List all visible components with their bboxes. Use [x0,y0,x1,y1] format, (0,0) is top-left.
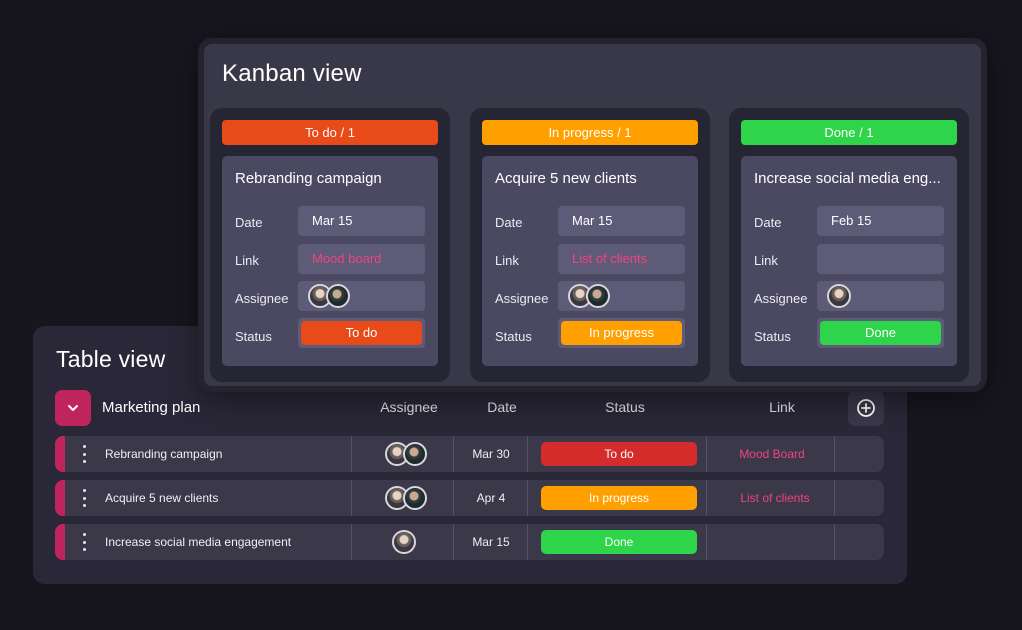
kanban-view-panel: Kanban view To do / 1 Rebranding campaig… [198,38,987,392]
chevron-down-icon [68,405,78,411]
more-vertical-icon[interactable] [82,489,86,507]
column-divider [453,480,454,516]
row-link[interactable]: List of clients [740,491,810,505]
status-badge[interactable]: In progress [561,321,682,345]
kanban-column-in-progress: In progress / 1 Acquire 5 new clients Da… [470,108,710,382]
table-row[interactable]: Increase social media engagement Mar 15 … [55,524,884,560]
assignee-field[interactable] [817,281,944,311]
row-date[interactable]: Apr 4 [476,491,506,505]
column-divider [706,524,707,560]
plus-circle-icon [857,399,875,417]
column-divider [527,524,528,560]
date-field[interactable]: Mar 15 [558,206,685,236]
column-divider [706,436,707,472]
row-assignees[interactable] [385,486,427,510]
row-name[interactable]: Increase social media engagement [105,535,292,549]
assignee-field[interactable] [558,281,685,311]
status-label: Status [235,329,272,344]
column-divider [351,524,352,560]
assignee-field[interactable] [298,281,425,311]
more-vertical-icon[interactable] [82,445,86,463]
status-badge[interactable]: Done [541,530,697,554]
status-badge[interactable]: To do [301,321,422,345]
kanban-card[interactable]: Increase social media eng... Date Feb 15… [741,156,957,366]
link-label: Link [495,253,519,268]
kanban-view-title: Kanban view [222,60,362,87]
kanban-card[interactable]: Acquire 5 new clients Date Mar 15 Link L… [482,156,698,366]
column-divider [453,436,454,472]
status-badge[interactable]: Done [820,321,941,345]
assignee-label: Assignee [495,291,549,306]
link-field[interactable]: Mood board [298,244,425,274]
date-label: Date [754,215,782,230]
row-date[interactable]: Mar 30 [472,447,510,461]
column-divider [351,436,352,472]
more-vertical-icon[interactable] [82,533,86,551]
add-column-button[interactable] [848,390,884,426]
date-label: Date [235,215,263,230]
column-header-assignee[interactable]: Assignee [380,399,438,415]
kanban-column-todo: To do / 1 Rebranding campaign Date Mar 1… [210,108,450,382]
row-assignees[interactable] [392,530,416,554]
table-header: Marketing plan Assignee Date Status Link [55,390,884,426]
column-header-in-progress[interactable]: In progress / 1 [482,120,698,145]
group-name[interactable]: Marketing plan [102,399,201,416]
column-divider [834,480,835,516]
column-header-done[interactable]: Done / 1 [741,120,957,145]
kanban-card[interactable]: Rebranding campaign Date Mar 15 Link Moo… [222,156,438,366]
column-divider [527,480,528,516]
column-divider [834,524,835,560]
link-field[interactable]: List of clients [558,244,685,274]
card-title[interactable]: Acquire 5 new clients [495,170,637,187]
date-label: Date [495,215,523,230]
row-accent [55,480,65,516]
card-assignees [568,284,610,308]
status-badge[interactable]: In progress [541,486,697,510]
card-assignees [827,284,851,308]
column-header-date[interactable]: Date [487,399,517,415]
row-name[interactable]: Acquire 5 new clients [105,491,219,505]
row-accent [55,436,65,472]
table-row[interactable]: Rebranding campaign Mar 30 To do Mood Bo… [55,436,884,472]
row-link[interactable]: Mood Board [739,447,805,461]
status-label: Status [495,329,532,344]
assignee-label: Assignee [754,291,808,306]
column-header-todo[interactable]: To do / 1 [222,120,438,145]
card-assignees [308,284,350,308]
avatar [403,442,427,466]
date-field[interactable]: Mar 15 [298,206,425,236]
column-divider [453,524,454,560]
column-divider [706,480,707,516]
column-header-status[interactable]: Status [605,399,645,415]
avatar [392,530,416,554]
row-date[interactable]: Mar 15 [472,535,510,549]
row-assignees[interactable] [385,442,427,466]
avatar [586,284,610,308]
assignee-label: Assignee [235,291,289,306]
status-field[interactable]: To do [298,318,425,348]
link-label: Link [754,253,778,268]
avatar [827,284,851,308]
avatar [326,284,350,308]
status-field[interactable]: In progress [558,318,685,348]
status-field[interactable]: Done [817,318,944,348]
card-title[interactable]: Rebranding campaign [235,170,382,187]
row-name[interactable]: Rebranding campaign [105,447,223,461]
column-divider [527,436,528,472]
row-accent [55,524,65,560]
date-field[interactable]: Feb 15 [817,206,944,236]
avatar [403,486,427,510]
status-badge[interactable]: To do [541,442,697,466]
table-view-title: Table view [56,346,166,372]
table-row[interactable]: Acquire 5 new clients Apr 4 In progress … [55,480,884,516]
column-header-link[interactable]: Link [769,399,795,415]
group-collapse-button[interactable] [55,390,91,426]
card-title[interactable]: Increase social media eng... [754,170,941,187]
link-label: Link [235,253,259,268]
kanban-column-done: Done / 1 Increase social media eng... Da… [729,108,969,382]
column-divider [834,436,835,472]
column-divider [351,480,352,516]
link-field[interactable] [817,244,944,274]
status-label: Status [754,329,791,344]
